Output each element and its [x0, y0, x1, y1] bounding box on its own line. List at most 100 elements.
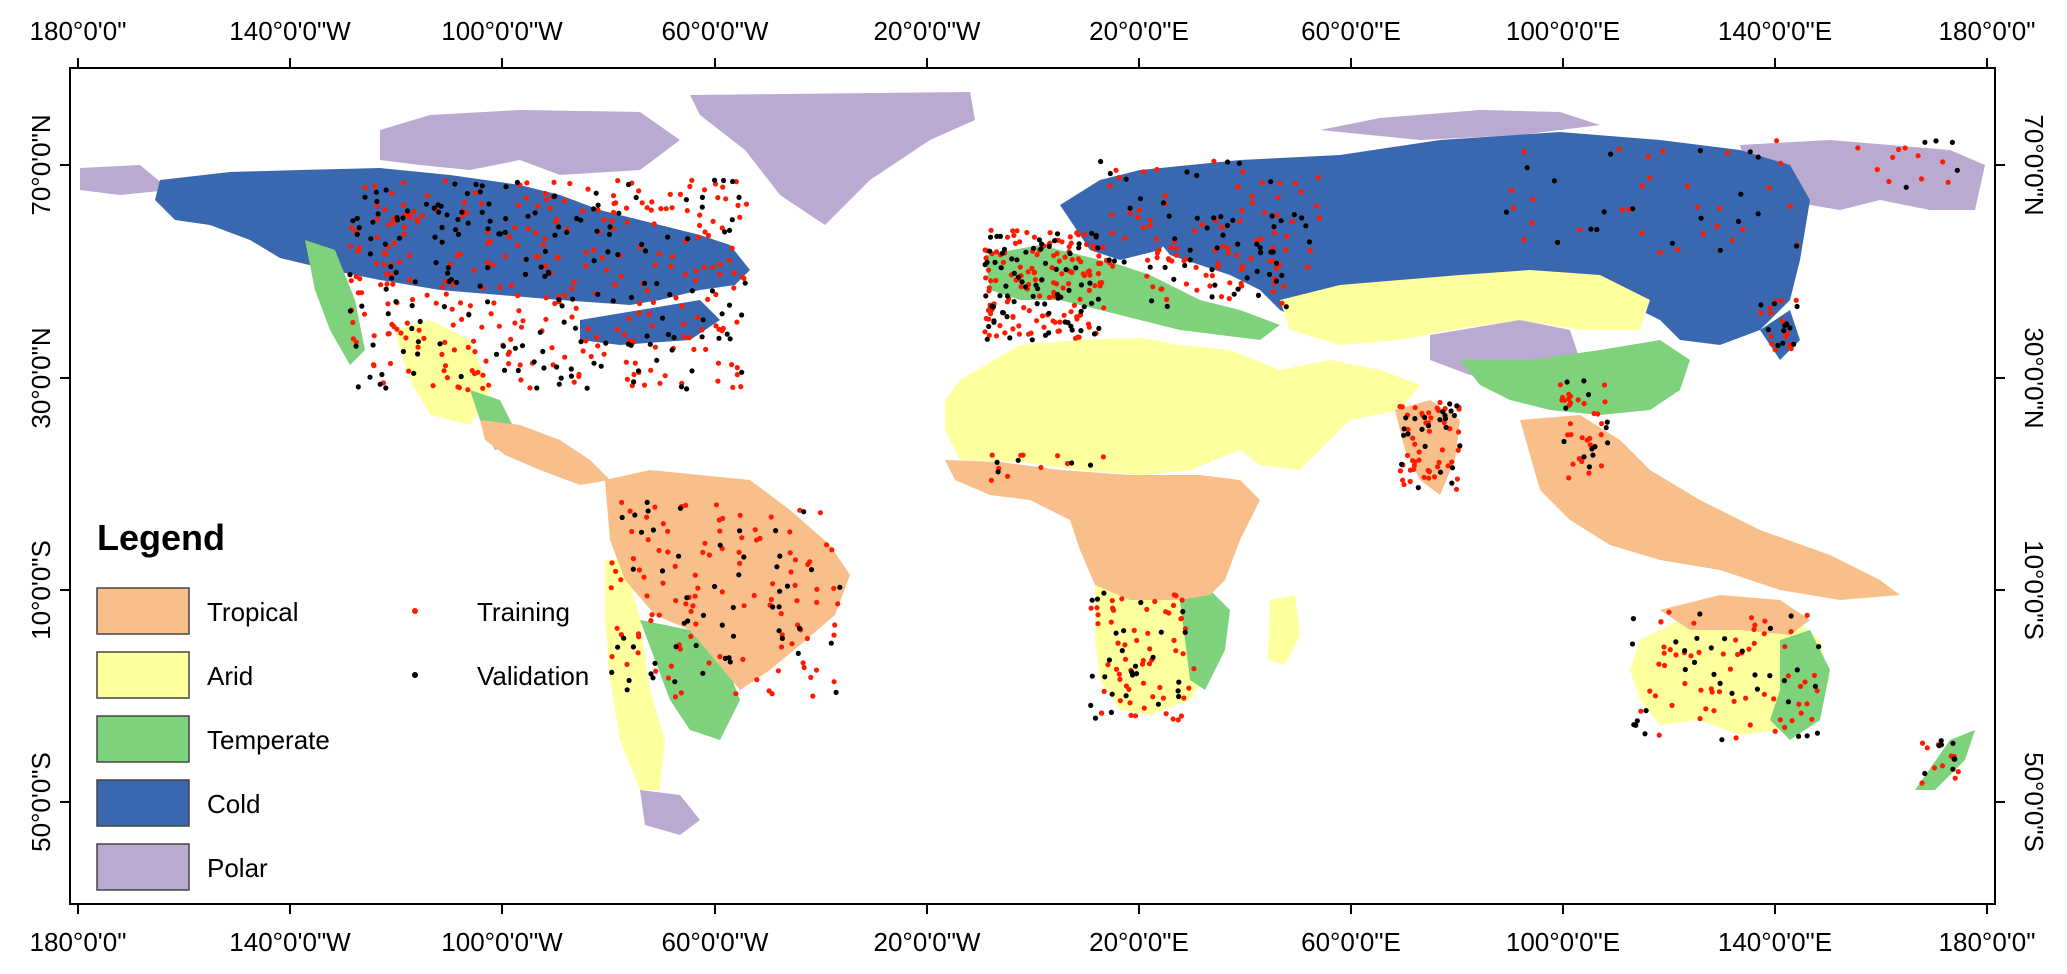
- left-lat-label: 30°0'0"N: [26, 327, 56, 428]
- training-point: [385, 301, 391, 307]
- training-point: [1281, 283, 1287, 289]
- training-point: [1018, 284, 1024, 290]
- training-point: [552, 300, 558, 307]
- training-point: [1782, 724, 1788, 731]
- validation-point: [1113, 630, 1119, 636]
- training-point: [1675, 247, 1681, 253]
- validation-point: [1457, 443, 1463, 449]
- legend-label-tropical: Tropical: [207, 597, 299, 627]
- training-point: [484, 260, 491, 266]
- validation-point: [1089, 673, 1095, 679]
- polar-zone-alaska-north: [80, 165, 170, 195]
- training-point: [986, 332, 992, 338]
- validation-point: [1673, 639, 1679, 645]
- validation-point: [1269, 213, 1275, 219]
- training-point: [644, 593, 650, 599]
- validation-point: [1095, 296, 1101, 302]
- training-point: [1902, 145, 1908, 151]
- validation-point: [1755, 211, 1761, 217]
- training-point: [717, 262, 723, 268]
- training-point: [618, 577, 624, 583]
- training-point: [533, 230, 539, 236]
- training-point: [1060, 285, 1066, 291]
- validation-point: [370, 342, 376, 348]
- validation-point: [502, 229, 508, 235]
- training-point: [416, 327, 422, 333]
- validation-point: [1449, 480, 1455, 486]
- validation-point: [1785, 699, 1791, 705]
- training-point: [736, 549, 742, 556]
- right-lat-label: 10°0'0"S: [2019, 540, 2049, 640]
- validation-point: [362, 194, 368, 200]
- validation-point: [1270, 249, 1276, 255]
- training-point: [485, 240, 491, 246]
- training-point: [1117, 698, 1123, 704]
- training-point: [516, 308, 522, 314]
- training-point: [555, 255, 561, 261]
- validation-point: [1004, 293, 1011, 299]
- training-point: [636, 188, 642, 194]
- training-point: [511, 224, 518, 230]
- training-point: [693, 268, 699, 274]
- tropical-zone-north-australia: [1660, 595, 1810, 635]
- training-point: [1666, 609, 1672, 615]
- training-point: [1069, 257, 1075, 263]
- validation-point: [1204, 225, 1210, 231]
- training-point: [778, 644, 785, 650]
- validation-point: [1563, 405, 1569, 411]
- training-point: [381, 250, 387, 256]
- training-point: [398, 330, 404, 336]
- training-point: [1150, 284, 1156, 290]
- training-point: [1733, 637, 1739, 643]
- training-point: [350, 319, 356, 326]
- training-point: [684, 208, 690, 214]
- validation-point: [445, 265, 451, 271]
- validation-point: [1767, 625, 1773, 632]
- training-point: [612, 282, 618, 288]
- validation-point: [1187, 247, 1193, 253]
- validation-point: [628, 294, 635, 300]
- training-point: [449, 306, 455, 312]
- validation-point: [1794, 667, 1800, 673]
- validation-point: [1752, 672, 1758, 678]
- validation-point: [500, 343, 506, 349]
- training-point: [993, 249, 1000, 255]
- validation-point: [712, 583, 718, 590]
- training-point: [1785, 673, 1791, 679]
- training-point: [1164, 296, 1170, 302]
- validation-point: [700, 670, 706, 676]
- training-point: [1145, 630, 1151, 636]
- training-point: [1886, 178, 1892, 185]
- training-point: [1731, 698, 1737, 705]
- validation-point: [992, 259, 998, 265]
- validation-point: [1630, 616, 1636, 622]
- training-point: [1250, 200, 1256, 206]
- training-point: [1004, 234, 1011, 240]
- validation-point: [1101, 590, 1107, 596]
- validation-point: [1076, 241, 1082, 247]
- training-point: [1918, 176, 1925, 182]
- training-point: [601, 217, 607, 223]
- training-point: [1778, 160, 1784, 166]
- validation-point: [1722, 636, 1728, 642]
- training-point: [632, 360, 638, 366]
- training-point: [1147, 646, 1153, 652]
- training-point: [1924, 745, 1930, 751]
- training-point: [720, 184, 726, 190]
- validation-point: [1816, 644, 1822, 650]
- validation-point: [1212, 282, 1218, 288]
- training-point: [730, 384, 736, 390]
- training-point: [1646, 175, 1653, 181]
- training-point: [810, 693, 816, 699]
- validation-point: [1108, 709, 1114, 716]
- training-point: [535, 254, 541, 260]
- validation-point: [1403, 415, 1409, 421]
- training-point: [1793, 297, 1799, 303]
- validation-point: [665, 331, 672, 338]
- validation-point: [730, 178, 736, 185]
- training-point: [1134, 637, 1140, 644]
- training-point: [610, 209, 617, 215]
- training-point: [401, 202, 407, 208]
- training-point: [350, 336, 356, 342]
- validation-point: [1011, 299, 1017, 305]
